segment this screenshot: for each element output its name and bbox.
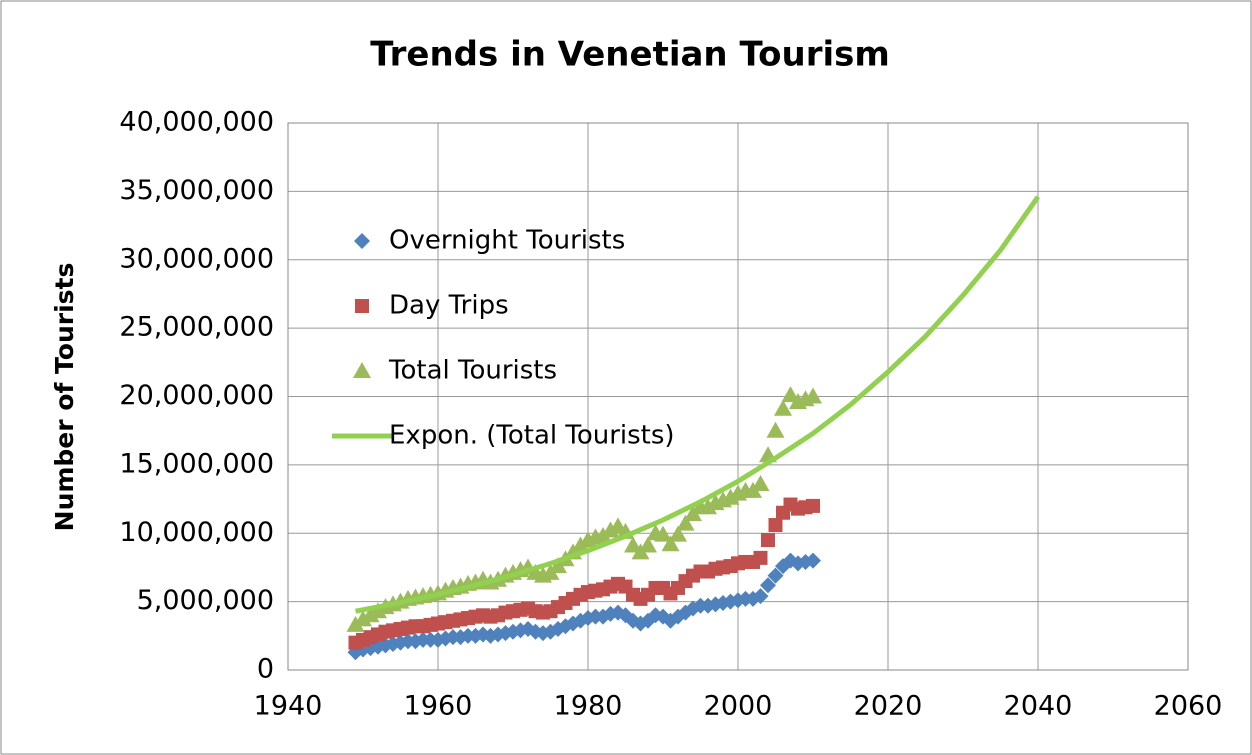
x-tick-label: 2040	[1004, 691, 1073, 722]
x-tick-label: 2060	[1154, 691, 1223, 722]
x-tick-label: 1960	[404, 691, 473, 722]
y-tick-label: 30,000,000	[119, 243, 274, 274]
legend-label: Overnight Tourists	[389, 226, 625, 256]
y-tick-label: 5,000,000	[137, 585, 274, 616]
data-point	[601, 521, 620, 538]
data-point	[654, 525, 672, 542]
data-point	[761, 533, 775, 548]
y-tick-label: 20,000,000	[119, 380, 274, 411]
data-point	[721, 488, 740, 505]
data-point	[767, 567, 784, 584]
data-point	[774, 399, 792, 416]
data-point	[753, 550, 768, 565]
y-axis-label: Number of Tourists	[50, 263, 79, 532]
x-tick-label: 1940	[254, 691, 323, 722]
legend-marker	[354, 233, 370, 249]
data-point	[661, 535, 680, 552]
legend-marker	[355, 299, 369, 313]
data-point	[804, 387, 822, 404]
data-point	[369, 602, 387, 619]
data-point	[806, 498, 820, 513]
y-tick-label: 10,000,000	[119, 517, 274, 548]
y-tick-label: 15,000,000	[119, 448, 274, 479]
data-point	[760, 577, 776, 594]
data-point	[766, 421, 785, 438]
legend-marker	[353, 362, 371, 378]
data-point	[752, 588, 769, 605]
y-tick-label: 0	[257, 654, 274, 685]
x-tick-label: 1980	[554, 691, 623, 722]
data-point	[676, 514, 695, 531]
data-point	[639, 536, 657, 553]
data-point	[781, 386, 800, 403]
data-point	[669, 525, 687, 542]
data-point	[699, 498, 717, 515]
x-tick-label: 2000	[704, 691, 773, 722]
y-tick-label: 35,000,000	[119, 175, 274, 206]
legend-label: Total Tourists	[388, 356, 557, 386]
data-point	[624, 536, 642, 553]
chart-title: Trends in Venetian Tourism	[370, 35, 890, 75]
data-point	[805, 552, 821, 569]
data-point	[361, 606, 380, 623]
y-tick-label: 40,000,000	[119, 107, 274, 138]
trend-line	[355, 195, 1041, 614]
data-point	[751, 475, 770, 492]
legend-label: Day Trips	[389, 291, 509, 321]
legend-label: Expon. (Total Tourists)	[389, 421, 675, 451]
y-tick-label: 25,000,000	[119, 312, 274, 343]
plot-area	[287, 122, 1189, 671]
data-point	[354, 610, 372, 627]
data-point	[768, 518, 783, 533]
x-tick-label: 2020	[854, 691, 923, 722]
